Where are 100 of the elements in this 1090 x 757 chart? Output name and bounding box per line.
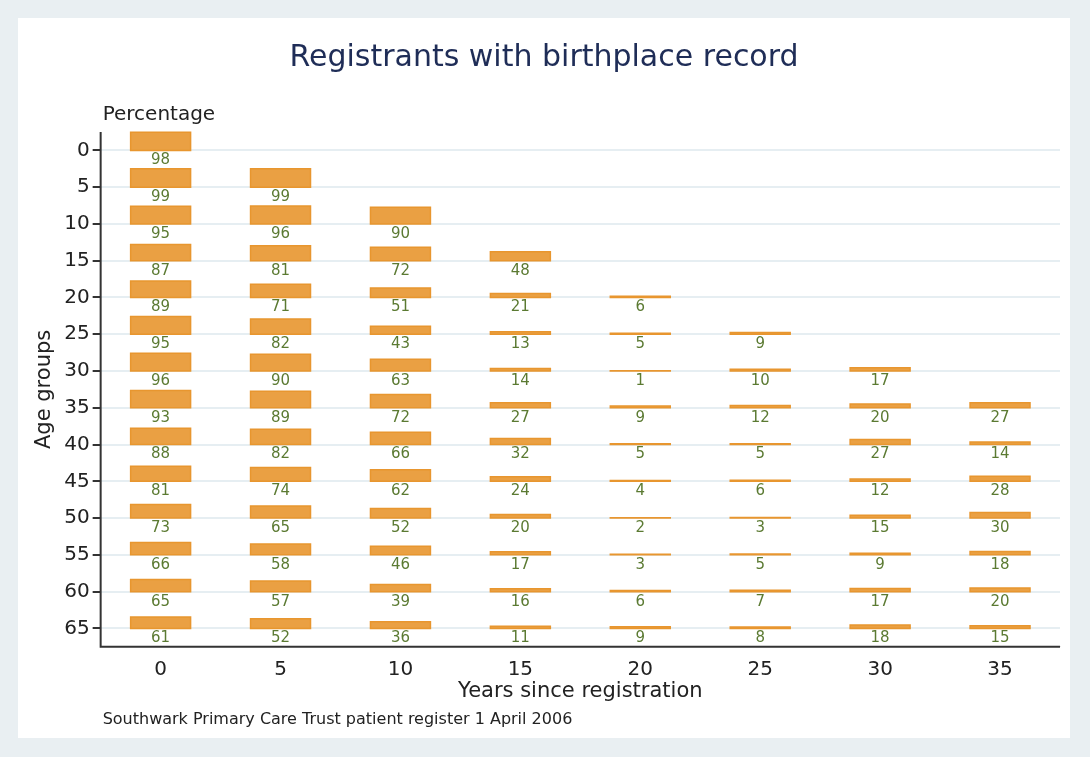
y-tick-label: 25 bbox=[64, 320, 90, 345]
data-label: 9 bbox=[635, 407, 646, 426]
data-label: 73 bbox=[151, 517, 171, 536]
data-label: 95 bbox=[151, 334, 171, 353]
x-tick-label: 25 bbox=[747, 656, 773, 680]
y-tick-label: 50 bbox=[64, 504, 90, 529]
x-tick-label: 0 bbox=[154, 656, 167, 680]
data-label: 20 bbox=[990, 591, 1010, 610]
data-label: 6 bbox=[635, 591, 646, 610]
x-tick-label: 35 bbox=[987, 656, 1013, 680]
x-tick-label: 5 bbox=[274, 656, 287, 680]
data-label: 90 bbox=[270, 370, 291, 389]
data-label: 43 bbox=[390, 334, 410, 353]
data-label: 96 bbox=[151, 370, 171, 389]
y-tick-label: 10 bbox=[64, 210, 90, 235]
data-label: 36 bbox=[390, 628, 410, 647]
data-label: 3 bbox=[755, 517, 765, 536]
x-tick-label: 20 bbox=[627, 656, 654, 680]
data-label: 65 bbox=[270, 517, 291, 536]
data-label: 52 bbox=[390, 517, 410, 536]
data-label: 13 bbox=[510, 334, 530, 353]
data-label: 6 bbox=[755, 481, 765, 500]
data-label: 48 bbox=[510, 260, 530, 279]
data-label: 20 bbox=[510, 517, 530, 536]
data-label: 99 bbox=[270, 187, 291, 206]
data-label: 93 bbox=[151, 407, 171, 426]
data-label: 21 bbox=[510, 297, 530, 316]
data-label: 1 bbox=[635, 370, 646, 389]
data-label: 52 bbox=[270, 628, 291, 647]
data-label: 5 bbox=[755, 444, 765, 463]
x-tick-label: 15 bbox=[507, 656, 534, 680]
text: Percentage bbox=[102, 101, 216, 125]
data-label: 18 bbox=[870, 628, 890, 647]
data-label: 15 bbox=[870, 517, 890, 536]
data-label: 17 bbox=[870, 370, 890, 389]
data-label: 28 bbox=[990, 481, 1010, 500]
data-label: 96 bbox=[270, 223, 291, 242]
data-label: 30 bbox=[990, 517, 1010, 536]
data-label: 74 bbox=[270, 481, 291, 500]
data-label: 89 bbox=[270, 407, 291, 426]
data-label: 66 bbox=[151, 554, 171, 573]
data-label: 88 bbox=[151, 444, 171, 463]
data-label: 27 bbox=[510, 407, 530, 426]
data-label: 24 bbox=[510, 481, 530, 500]
data-label: 46 bbox=[390, 554, 410, 573]
data-label: 39 bbox=[390, 591, 410, 610]
data-label: 81 bbox=[151, 481, 171, 500]
x-axis-title: Years since registration bbox=[457, 677, 703, 702]
y-tick-label: 20 bbox=[64, 283, 90, 308]
y-tick-label: 65 bbox=[64, 614, 90, 639]
data-label: 58 bbox=[270, 554, 291, 573]
x-tick-label: 30 bbox=[867, 656, 893, 680]
data-label: 15 bbox=[990, 628, 1010, 647]
data-label: 32 bbox=[510, 444, 530, 463]
data-label: 87 bbox=[151, 260, 171, 279]
y-axis-title: Age groups bbox=[31, 329, 56, 450]
data-label: 17 bbox=[510, 554, 530, 573]
data-label: 11 bbox=[510, 628, 530, 647]
data-label: 66 bbox=[390, 444, 410, 463]
data-label: 61 bbox=[151, 628, 171, 647]
data-label: 62 bbox=[390, 481, 410, 500]
data-label: 95 bbox=[151, 223, 171, 242]
data-label: 2 bbox=[635, 517, 646, 536]
data-label: 82 bbox=[270, 444, 291, 463]
data-label: 72 bbox=[390, 260, 410, 279]
y-tick-label: 45 bbox=[64, 467, 90, 492]
data-label: 7 bbox=[755, 591, 765, 610]
data-label: 3 bbox=[635, 554, 646, 573]
data-label: 90 bbox=[390, 223, 410, 242]
text: Southwark Primary Care Trust patient register 1 April 2006 bbox=[102, 709, 573, 728]
data-label: 5 bbox=[755, 554, 765, 573]
data-label: 82 bbox=[270, 334, 291, 353]
data-label: 4 bbox=[635, 481, 646, 500]
data-label: 6 bbox=[635, 297, 646, 316]
data-label: 51 bbox=[390, 297, 410, 316]
data-label: 16 bbox=[510, 591, 530, 610]
data-label: 98 bbox=[151, 150, 171, 169]
data-label: 14 bbox=[510, 370, 530, 389]
data-label: 63 bbox=[390, 370, 410, 389]
y-tick-label: 40 bbox=[64, 430, 90, 455]
y-tick-label: 60 bbox=[64, 577, 90, 602]
data-label: 17 bbox=[870, 591, 890, 610]
data-label: 5 bbox=[635, 444, 646, 463]
data-label: 9 bbox=[635, 628, 646, 647]
data-label: 5 bbox=[635, 334, 646, 353]
data-label: 27 bbox=[870, 444, 890, 463]
x-tick-label: 10 bbox=[387, 656, 414, 680]
data-label: 27 bbox=[990, 407, 1010, 426]
y-tick-label: 15 bbox=[64, 246, 90, 271]
data-label: 89 bbox=[151, 297, 171, 316]
data-label: 9 bbox=[755, 334, 765, 353]
data-label: 71 bbox=[270, 297, 291, 316]
chart-title: Registrants with birthplace record bbox=[289, 37, 799, 73]
data-label: 99 bbox=[151, 187, 171, 206]
y-tick-label: 30 bbox=[64, 357, 90, 382]
data-label: 65 bbox=[151, 591, 171, 610]
data-label: 14 bbox=[990, 444, 1010, 463]
data-label: 10 bbox=[750, 370, 770, 389]
data-label: 81 bbox=[270, 260, 291, 279]
y-tick-label: 55 bbox=[64, 541, 90, 566]
